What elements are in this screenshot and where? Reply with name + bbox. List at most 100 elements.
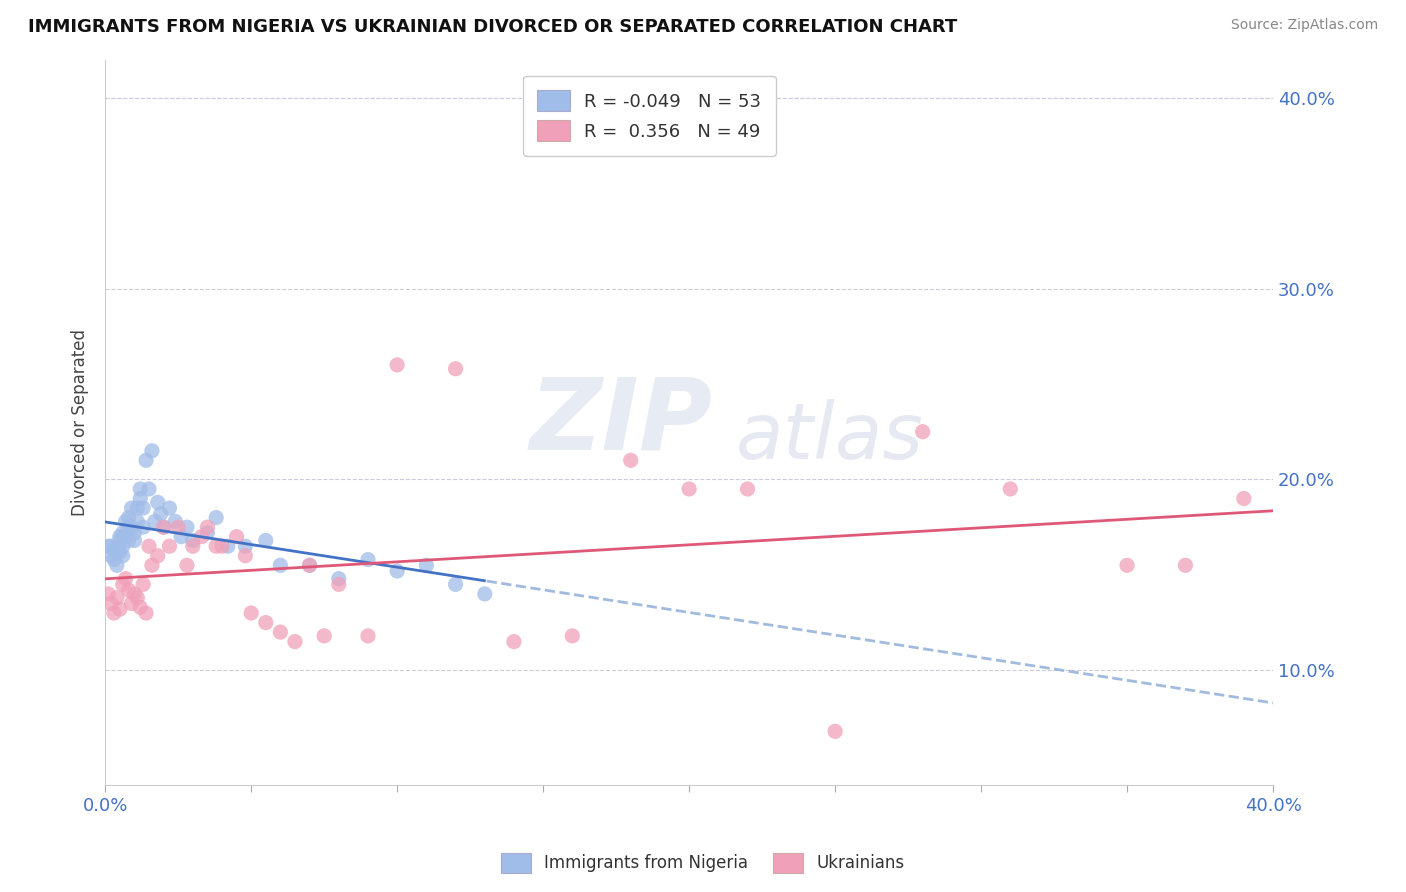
Point — [103, 552, 125, 566]
Point — [132, 501, 155, 516]
Point — [159, 539, 181, 553]
Point — [121, 520, 143, 534]
Point — [911, 425, 934, 439]
Point — [152, 520, 174, 534]
Point — [197, 520, 219, 534]
Point — [176, 558, 198, 573]
Point — [100, 549, 122, 563]
Point — [132, 520, 155, 534]
Point — [170, 530, 193, 544]
Point — [135, 606, 157, 620]
Point — [105, 545, 128, 559]
Point — [117, 533, 139, 548]
Point — [415, 558, 437, 573]
Point — [190, 530, 212, 544]
Point — [117, 583, 139, 598]
Point — [117, 520, 139, 534]
Point — [129, 482, 152, 496]
Point — [159, 501, 181, 516]
Point — [474, 587, 496, 601]
Point — [152, 520, 174, 534]
Point — [503, 634, 526, 648]
Point — [181, 539, 204, 553]
Point — [97, 587, 120, 601]
Point — [143, 515, 166, 529]
Point — [678, 482, 700, 496]
Point — [127, 591, 149, 605]
Point — [254, 615, 277, 630]
Point — [111, 539, 134, 553]
Point — [146, 549, 169, 563]
Point — [117, 510, 139, 524]
Text: Source: ZipAtlas.com: Source: ZipAtlas.com — [1230, 18, 1378, 32]
Point — [141, 558, 163, 573]
Point — [298, 558, 321, 573]
Point — [357, 629, 380, 643]
Point — [235, 539, 257, 553]
Point — [111, 549, 134, 563]
Point — [105, 558, 128, 573]
Point — [121, 597, 143, 611]
Point — [328, 577, 350, 591]
Point — [127, 515, 149, 529]
Point — [269, 558, 291, 573]
Point — [620, 453, 643, 467]
Point — [108, 533, 131, 548]
Point — [284, 634, 307, 648]
Point — [235, 549, 257, 563]
Point — [121, 501, 143, 516]
Point — [824, 724, 846, 739]
Point — [240, 606, 263, 620]
Point — [314, 629, 336, 643]
Point — [205, 510, 228, 524]
Point — [149, 507, 172, 521]
Text: IMMIGRANTS FROM NIGERIA VS UKRAINIAN DIVORCED OR SEPARATED CORRELATION CHART: IMMIGRANTS FROM NIGERIA VS UKRAINIAN DIV… — [28, 18, 957, 36]
Point — [298, 558, 321, 573]
Point — [108, 530, 131, 544]
Point — [124, 533, 146, 548]
Point — [444, 577, 467, 591]
Point — [114, 572, 136, 586]
Point — [211, 539, 233, 553]
Point — [103, 606, 125, 620]
Y-axis label: Divorced or Separated: Divorced or Separated — [72, 328, 89, 516]
Point — [205, 539, 228, 553]
Point — [108, 602, 131, 616]
Point — [254, 533, 277, 548]
Point — [385, 358, 408, 372]
Point — [561, 629, 583, 643]
Point — [167, 520, 190, 534]
Point — [114, 530, 136, 544]
Point — [100, 597, 122, 611]
Point — [114, 515, 136, 529]
Point — [225, 530, 247, 544]
Text: atlas: atlas — [735, 399, 924, 475]
Point — [138, 539, 160, 553]
Point — [197, 525, 219, 540]
Point — [1000, 482, 1022, 496]
Point — [141, 443, 163, 458]
Point — [100, 539, 122, 553]
Point — [111, 525, 134, 540]
Point — [127, 501, 149, 516]
Point — [124, 525, 146, 540]
Point — [444, 361, 467, 376]
Point — [146, 495, 169, 509]
Point — [129, 600, 152, 615]
Point — [132, 577, 155, 591]
Point — [103, 543, 125, 558]
Point — [217, 539, 239, 553]
Legend: Immigrants from Nigeria, Ukrainians: Immigrants from Nigeria, Ukrainians — [495, 847, 911, 880]
Point — [97, 539, 120, 553]
Point — [124, 587, 146, 601]
Point — [105, 591, 128, 605]
Text: ZIP: ZIP — [530, 374, 713, 471]
Point — [737, 482, 759, 496]
Point — [181, 533, 204, 548]
Point — [1174, 558, 1197, 573]
Legend: R = -0.049   N = 53, R =  0.356   N = 49: R = -0.049 N = 53, R = 0.356 N = 49 — [523, 76, 776, 155]
Point — [1233, 491, 1256, 506]
Point — [138, 482, 160, 496]
Point — [111, 577, 134, 591]
Point — [1116, 558, 1139, 573]
